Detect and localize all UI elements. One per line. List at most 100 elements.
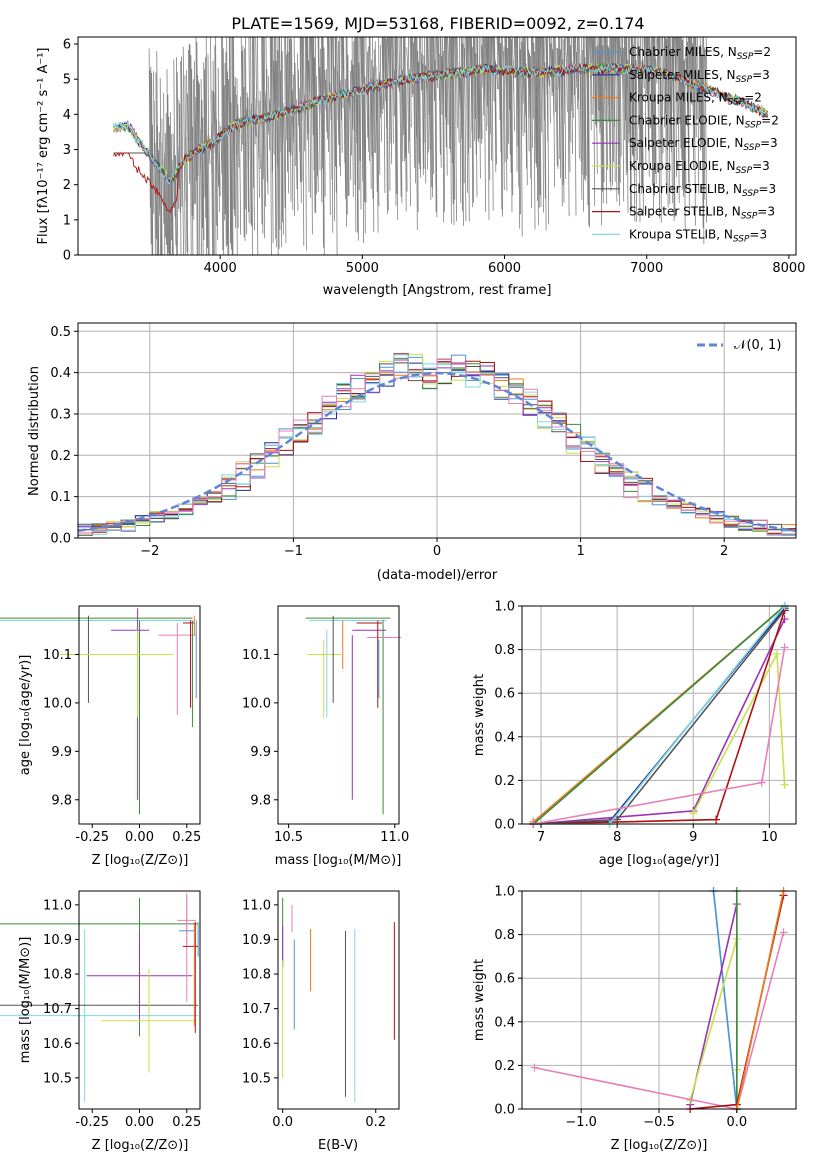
x-tick-label: 0.0	[726, 1115, 747, 1130]
weight-z-xlabel: Z [log₁₀(Z/Z⊙)]	[611, 1138, 708, 1153]
x-tick-label: 0	[433, 544, 441, 559]
x-tick-label: −1	[284, 544, 303, 559]
y-tick-label: 0.8	[494, 928, 515, 943]
y-tick-label: 11.0	[242, 898, 271, 913]
y-tick-label: 10.5	[43, 1071, 72, 1086]
mass-vs-metallicity-panel: -0.25 0.00 0.25 10.5 10.6 10.7 10.8 10.9 11.0 Z …	[0, 890, 201, 1153]
spectrum-xlabel: wavelength [Angstrom, rest frame]	[323, 283, 552, 298]
x-tick-label: 2	[720, 544, 728, 559]
x-tick-label: −0.5	[643, 1115, 675, 1130]
spectrum-axes-frame	[77, 36, 797, 256]
y-tick-label: 0.1	[50, 490, 71, 505]
x-tick-label: 0.00	[125, 830, 154, 845]
y-tick-label: 10.1	[242, 648, 271, 663]
y-tick-label: 0.4	[50, 366, 71, 381]
legend-label: Chabrier ELODIE, NSSP=2	[629, 113, 779, 130]
age-mass-axes-frame	[277, 605, 400, 825]
residual-histogram-step	[78, 358, 796, 535]
age-mass-xlabel: mass [log₁₀(M/M⊙)]	[275, 853, 402, 868]
y-tick-label: 5	[63, 73, 71, 88]
x-tick-label: 8000	[772, 261, 805, 276]
normal-curve	[77, 371, 797, 533]
y-tick-label: 1.0	[494, 885, 515, 900]
legend-label: Chabrier STELIB, NSSP=3	[629, 182, 776, 199]
y-tick-label: 10.6	[43, 1037, 72, 1052]
y-tick-label: 0.4	[494, 1015, 515, 1030]
x-tick-label: 0.0	[272, 1115, 293, 1130]
y-tick-label: 9.9	[250, 745, 271, 760]
mass-weight-marker	[779, 928, 788, 937]
y-tick-label: 2	[63, 178, 71, 193]
legend-label: Kroupa ELODIE, NSSP=3	[629, 159, 770, 176]
x-tick-label: 0.25	[172, 830, 201, 845]
y-tick-label: 1.0	[494, 600, 515, 615]
x-tick-label: 11.0	[380, 830, 409, 845]
age-vs-mass-panel: 10.5 11.0 9.8 9.9 10.0 10.1 mass [log₁₀(M/M⊙)…	[242, 605, 409, 868]
x-tick-label: 5000	[346, 261, 379, 276]
age-vs-metallicity-panel: -0.25 0.00 0.25 9.8 9.9 10.0 10.1 Z [log₁₀(Z/Z…	[0, 605, 201, 868]
mass-z-xlabel: Z [log₁₀(Z/Z⊙)]	[92, 1138, 189, 1153]
histogram-legend: 𝒩(0, 1)	[697, 338, 781, 353]
mass-weight-marker	[757, 778, 766, 787]
x-tick-label: −2	[140, 544, 159, 559]
y-tick-label: 4	[63, 108, 71, 123]
x-tick-label: -0.25	[75, 830, 109, 845]
y-tick-label: 0.2	[494, 774, 515, 789]
y-tick-label: 10.7	[43, 1002, 72, 1017]
y-tick-label: 10.5	[242, 1071, 271, 1086]
y-tick-label: 6	[63, 38, 71, 53]
mass-weight-line	[712, 890, 738, 1110]
mass-weight-line	[532, 605, 786, 825]
observed-spectrum	[148, 36, 708, 256]
y-tick-label: 3	[63, 143, 71, 158]
weight-age-axes-frame	[521, 605, 797, 825]
y-tick-label: 10.0	[43, 696, 72, 711]
y-tick-label: 0.2	[50, 449, 71, 464]
figure-title: PLATE=1569, MJD=53168, FIBERID=0092, z=0…	[231, 14, 644, 33]
x-tick-label: 10.5	[274, 830, 303, 845]
legend-label: Kroupa MILES, NSSP=2	[629, 91, 762, 108]
x-tick-label: 8	[613, 830, 621, 845]
x-tick-label: 7	[537, 830, 545, 845]
y-tick-label: 0.4	[494, 730, 515, 745]
legend-label: Salpeter MILES, NSSP=3	[629, 68, 770, 85]
mass-vs-ebv-panel: 0.0 0.2 10.5 10.6 10.7 10.8 10.9 11.0 E(B-V)	[242, 890, 400, 1153]
residual-histogram-panel: −2 −1 0 1 2 0.0 0.1 0.2 0.3 0.4 0.5 𝒩(0, 1) (data-…	[27, 322, 797, 583]
x-tick-label: 0.2	[365, 1115, 386, 1130]
x-tick-label: 4000	[204, 261, 237, 276]
x-tick-label: −1.0	[565, 1115, 597, 1130]
legend-label: Salpeter STELIB, NSSP=3	[629, 205, 775, 222]
mass-z-ylabel: mass [log₁₀(M/M⊙)]	[18, 937, 33, 1064]
mass-weight-marker	[780, 643, 789, 652]
y-tick-label: 11.0	[43, 898, 72, 913]
y-tick-label: 0.0	[494, 1103, 515, 1118]
y-tick-label: 0.0	[50, 532, 71, 547]
x-tick-label: 0.00	[125, 1115, 154, 1130]
y-tick-label: 0.5	[50, 325, 71, 340]
y-tick-label: 10.9	[242, 933, 271, 948]
y-tick-label: 9.8	[250, 793, 271, 808]
legend-label: Chabrier MILES, NSSP=2	[629, 45, 771, 62]
mass-weight-line	[736, 890, 785, 1110]
mass-weight-marker	[530, 1063, 539, 1072]
weight-age-ylabel: mass weight	[472, 674, 487, 756]
mass-ebv-axes-frame	[277, 890, 400, 1110]
y-tick-label: 9.8	[51, 793, 72, 808]
y-tick-label: 10.9	[43, 933, 72, 948]
age-z-ylabel: age [log₁₀(age/yr)]	[18, 655, 33, 776]
y-tick-label: 10.0	[242, 696, 271, 711]
x-tick-label: 0.25	[172, 1115, 201, 1130]
mass-weight-line	[689, 938, 738, 1101]
y-tick-label: 1	[63, 213, 71, 228]
model-spectrum-kroupa-stelib	[113, 62, 768, 185]
legend-label: Kroupa STELIB, NSSP=3	[629, 227, 767, 244]
y-tick-label: 10.6	[242, 1037, 271, 1052]
x-tick-label: -0.25	[75, 1115, 109, 1130]
y-tick-label: 0.6	[494, 687, 515, 702]
x-tick-label: 9	[689, 830, 697, 845]
weight-z-ylabel: mass weight	[472, 959, 487, 1041]
y-tick-label: 10.8	[43, 968, 72, 983]
mass-weight-marker	[780, 780, 789, 789]
weight-age-xlabel: age [log₁₀(age/yr)]	[599, 853, 720, 868]
